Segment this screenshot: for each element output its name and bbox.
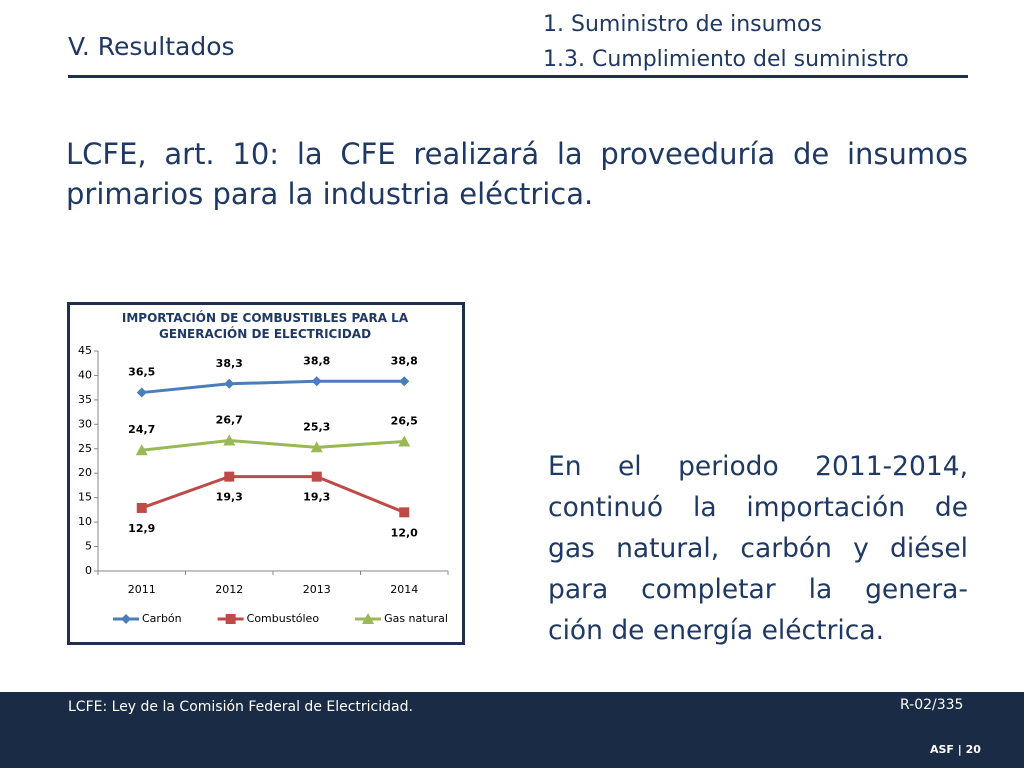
y-tick-label: 35 bbox=[78, 393, 92, 406]
marker bbox=[225, 614, 236, 624]
line bbox=[141, 438, 405, 452]
x-tick-label: 2014 bbox=[390, 583, 418, 596]
data-label: 38,3 bbox=[216, 357, 243, 370]
subtopic: 1.3. Cumplimiento del suministro bbox=[543, 47, 909, 72]
data-label: 36,5 bbox=[128, 366, 155, 379]
data-label: 26,7 bbox=[216, 413, 243, 426]
y-tick-label: 30 bbox=[78, 417, 92, 430]
text-line: En el periodo 2011-2014, bbox=[548, 451, 968, 482]
chart-title: IMPORTACIÓN DE COMBUSTIBLES PARA LA GENE… bbox=[121, 311, 409, 341]
intro-text: LCFE, art. 10: la CFE realizará la prove… bbox=[66, 134, 968, 214]
footer-org: ASF | 20 bbox=[930, 743, 981, 756]
x-tick-label: 2012 bbox=[215, 583, 243, 596]
text-line: para completar la genera- bbox=[548, 574, 968, 605]
topic: 1. Suministro de insumos bbox=[543, 12, 822, 37]
marker bbox=[399, 376, 410, 387]
text-line: LCFE, art. 10: la CFE realizará la prove… bbox=[66, 137, 968, 171]
marker bbox=[136, 387, 147, 398]
page-number: 20 bbox=[965, 743, 981, 756]
data-label: 19,3 bbox=[216, 491, 243, 504]
chart-frame bbox=[67, 302, 465, 645]
marker bbox=[223, 434, 236, 446]
marker bbox=[135, 444, 148, 456]
marker bbox=[399, 507, 410, 518]
marker bbox=[224, 378, 235, 389]
marker bbox=[136, 502, 147, 513]
line bbox=[141, 379, 405, 395]
x-tick-label: 2013 bbox=[303, 583, 331, 596]
footer-note: LCFE: Ley de la Comisión Federal de Elec… bbox=[68, 699, 413, 715]
data-label: 12,0 bbox=[391, 526, 418, 539]
data-label: 38,8 bbox=[303, 354, 330, 367]
legend-label: Combustóleo bbox=[247, 612, 320, 625]
note-text: En el periodo 2011-2014, continuó la impo… bbox=[548, 446, 968, 651]
marker bbox=[311, 471, 322, 482]
header-rule bbox=[68, 75, 968, 78]
marker bbox=[362, 613, 375, 624]
org: ASF bbox=[930, 743, 954, 756]
section-title: V. Resultados bbox=[68, 32, 235, 61]
text-line: continuó la importación de bbox=[548, 492, 968, 523]
y-tick-label: 25 bbox=[78, 442, 92, 455]
marker bbox=[310, 441, 323, 453]
y-tick-label: 5 bbox=[85, 540, 92, 553]
data-label: 38,8 bbox=[391, 354, 418, 367]
line bbox=[141, 475, 405, 514]
text-line: ción de energía eléctrica. bbox=[548, 615, 885, 646]
legend-label: Gas natural bbox=[384, 612, 448, 625]
text-line: gas natural, carbón y diésel bbox=[548, 533, 968, 564]
marker bbox=[224, 471, 235, 482]
y-tick-label: 45 bbox=[78, 344, 92, 357]
y-tick-label: 40 bbox=[78, 368, 92, 381]
marker bbox=[121, 614, 131, 624]
y-tick-label: 0 bbox=[85, 564, 92, 577]
x-tick-label: 2011 bbox=[128, 583, 156, 596]
reference: R-02/335 bbox=[900, 697, 964, 713]
data-label: 24,7 bbox=[128, 423, 155, 436]
data-label: 26,5 bbox=[391, 414, 418, 427]
y-tick-label: 15 bbox=[78, 491, 92, 504]
data-label: 12,9 bbox=[128, 522, 155, 535]
text-line: primarios para la industria eléctrica. bbox=[66, 177, 594, 211]
footer-band bbox=[0, 692, 1024, 768]
data-label: 19,3 bbox=[303, 491, 330, 504]
marker bbox=[398, 435, 411, 447]
y-tick-label: 20 bbox=[78, 466, 92, 479]
data-label: 25,3 bbox=[303, 420, 330, 433]
y-tick-label: 10 bbox=[78, 515, 92, 528]
legend-label: Carbón bbox=[142, 612, 182, 625]
marker bbox=[311, 376, 322, 387]
